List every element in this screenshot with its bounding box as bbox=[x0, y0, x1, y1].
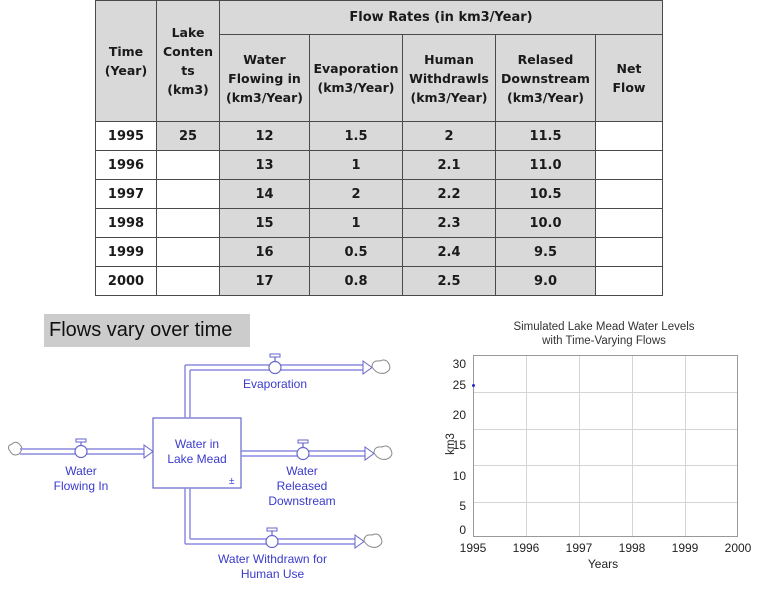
cell-year: 1999 bbox=[95, 237, 157, 267]
stock-label[interactable]: Water in Lake Mead bbox=[167, 437, 227, 466]
cell-water-in: 13 bbox=[219, 150, 310, 180]
table-row: 1998 15 1 2.3 10.0 bbox=[95, 208, 663, 238]
cell-lake-contents[interactable] bbox=[156, 179, 220, 209]
header-time: Time (Year) bbox=[95, 0, 157, 122]
data-point bbox=[472, 384, 475, 387]
cell-water-in: 16 bbox=[219, 237, 310, 267]
cell-net-flow[interactable] bbox=[595, 150, 663, 180]
inflow-label[interactable]: Water Flowing In bbox=[53, 464, 109, 493]
cell-evaporation: 0.5 bbox=[309, 237, 403, 267]
y-tick: 30 bbox=[452, 357, 466, 371]
gridline-h bbox=[474, 392, 737, 393]
cell-human: 2.2 bbox=[402, 179, 496, 209]
stock-box bbox=[152, 417, 242, 489]
cell-net-flow[interactable] bbox=[595, 179, 663, 209]
header-net-flow: Net Flow bbox=[595, 34, 663, 122]
gridline-v bbox=[632, 356, 633, 536]
gridline-v bbox=[685, 356, 686, 536]
cell-year: 1998 bbox=[95, 208, 157, 238]
cell-year: 1997 bbox=[95, 179, 157, 209]
gridline-v bbox=[526, 356, 527, 536]
cell-water-in: 14 bbox=[219, 179, 310, 209]
cell-net-flow[interactable] bbox=[595, 266, 663, 296]
released-valve-icon bbox=[296, 439, 310, 461]
released-label[interactable]: Water Released Downstream bbox=[268, 464, 336, 508]
stock-flow-diagram: Water in Lake Mead ± Water Flowing In Evap… bbox=[0, 340, 420, 590]
x-axis-label: Years bbox=[587, 557, 619, 571]
cell-water-in: 15 bbox=[219, 208, 310, 238]
cell-released: 11.0 bbox=[495, 150, 596, 180]
cell-lake-contents[interactable] bbox=[156, 237, 220, 267]
cell-year: 2000 bbox=[95, 266, 157, 296]
cell-lake-contents[interactable] bbox=[156, 150, 220, 180]
y-tick: 0 bbox=[459, 523, 466, 537]
header-lake-contents: Lake Conten ts (km3) bbox=[156, 0, 220, 122]
inflow-valve-icon bbox=[74, 438, 88, 459]
cell-human: 2.1 bbox=[402, 150, 496, 180]
cell-evaporation: 0.8 bbox=[309, 266, 403, 296]
cell-lake-contents[interactable] bbox=[156, 266, 220, 296]
x-tick: 1995 bbox=[459, 541, 487, 555]
evaporation-valve-icon bbox=[268, 353, 282, 375]
chart-title: Simulated Lake Mead Water Levels with Tim… bbox=[513, 321, 695, 347]
table-row: 1996 13 1 2.1 11.0 bbox=[95, 150, 663, 180]
header-human-withdrawals: Human Withdrawls (km3/Year) bbox=[402, 34, 496, 122]
cell-evaporation: 1 bbox=[309, 150, 403, 180]
cell-human: 2.3 bbox=[402, 208, 496, 238]
header-flow-rates-group: Flow Rates (in km3/Year) bbox=[219, 0, 663, 35]
cell-evaporation: 1.5 bbox=[309, 121, 403, 151]
y-tick: 10 bbox=[452, 469, 466, 483]
cell-human: 2.4 bbox=[402, 237, 496, 267]
x-tick: 1998 bbox=[618, 541, 646, 555]
flow-data-table: Time (Year) Lake Conten ts (km3) Flow Rates … bbox=[95, 0, 663, 296]
lake-level-chart: Simulated Lake Mead Water Levels with Tim… bbox=[440, 318, 768, 590]
cell-human: 2.5 bbox=[402, 266, 496, 296]
cell-year: 1995 bbox=[95, 121, 157, 151]
caption-flows-vary: Flows vary over time bbox=[44, 314, 250, 347]
evaporation-label[interactable]: Evaporation bbox=[242, 377, 308, 391]
cell-released: 11.5 bbox=[495, 121, 596, 151]
cell-water-in: 12 bbox=[219, 121, 310, 151]
released-pipe bbox=[241, 445, 393, 461]
cell-net-flow[interactable] bbox=[595, 208, 663, 238]
cell-water-in: 17 bbox=[219, 266, 310, 296]
gridline-h bbox=[474, 465, 737, 466]
x-tick: 2000 bbox=[724, 541, 752, 555]
diagram-graphics bbox=[7, 353, 393, 549]
header-evaporation: Evaporation (km3/Year) bbox=[309, 34, 403, 122]
cell-net-flow[interactable] bbox=[595, 237, 663, 267]
cell-net-flow[interactable] bbox=[595, 121, 663, 151]
y-tick: 5 bbox=[459, 499, 466, 513]
cell-evaporation: 2 bbox=[309, 179, 403, 209]
y-tick: 20 bbox=[452, 408, 466, 422]
cell-year: 1996 bbox=[95, 150, 157, 180]
cell-lake-contents[interactable]: 25 bbox=[156, 121, 220, 151]
gridline-v bbox=[579, 356, 580, 536]
table-row: 1997 14 2 2.2 10.5 bbox=[95, 179, 663, 209]
cell-released: 9.5 bbox=[495, 237, 596, 267]
x-tick: 1996 bbox=[512, 541, 540, 555]
stock-marker-icon: ± bbox=[229, 476, 235, 487]
cell-released: 10.5 bbox=[495, 179, 596, 209]
withdrawal-valve-icon bbox=[265, 527, 279, 549]
cell-released: 9.0 bbox=[495, 266, 596, 296]
cell-human: 2 bbox=[402, 121, 496, 151]
gridline-h bbox=[474, 429, 737, 430]
y-tick: 15 bbox=[452, 438, 466, 452]
x-tick: 1999 bbox=[671, 541, 699, 555]
table-row: 1999 16 0.5 2.4 9.5 bbox=[95, 237, 663, 267]
y-tick: 25 bbox=[452, 378, 466, 392]
header-released-downstream: Relased Downstream (km3/Year) bbox=[495, 34, 596, 122]
header-water-in: Water Flowing in (km3/Year) bbox=[219, 34, 310, 122]
gridline-h bbox=[474, 502, 737, 503]
cell-lake-contents[interactable] bbox=[156, 208, 220, 238]
y-axis-label: km3 bbox=[445, 433, 457, 455]
table-row: 2000 17 0.8 2.5 9.0 bbox=[95, 266, 663, 296]
cell-evaporation: 1 bbox=[309, 208, 403, 238]
cell-released: 10.0 bbox=[495, 208, 596, 238]
x-tick: 1997 bbox=[565, 541, 593, 555]
table-row: 1995 25 12 1.5 2 11.5 bbox=[95, 121, 663, 151]
plot-area bbox=[472, 355, 738, 537]
withdrawn-label[interactable]: Water Withdrawn for Human Use bbox=[218, 552, 327, 581]
